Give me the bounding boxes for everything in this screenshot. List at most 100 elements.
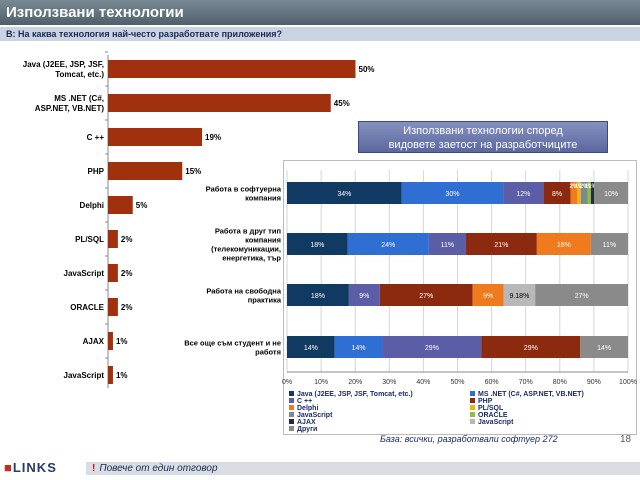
- left-chart-category-line: MS .NET (C#,: [54, 94, 104, 103]
- right-chart-segment-label: 11%: [441, 242, 455, 249]
- right-chart-legend-swatch: [470, 405, 475, 410]
- right-chart-segment: [472, 284, 504, 306]
- left-chart-category-label: AJAX: [83, 337, 105, 346]
- right-chart-legend-swatch: [289, 405, 294, 410]
- right-chart-category-line: компания: [245, 194, 281, 203]
- right-chart-segment: [580, 182, 588, 204]
- right-chart-tick-label: 100%: [619, 379, 637, 386]
- left-chart-category-line: ASP.NET, VB.NET): [35, 104, 105, 113]
- right-chart-segment: [536, 233, 591, 255]
- right-chart-legend-label: AJAX: [297, 419, 316, 426]
- right-chart-category-line: Работа в софтуерна: [206, 185, 282, 194]
- left-chart-bar: [108, 128, 203, 146]
- left-chart-category-line: Tomcat, etc.): [55, 70, 104, 79]
- inset-title-line1: Използвани технологии според: [403, 125, 563, 137]
- left-chart-category-label: C ++: [87, 133, 105, 142]
- left-chart-value-label: 15%: [185, 167, 201, 176]
- left-chart-category-label: JavaScript: [64, 269, 105, 278]
- right-chart-segment-label: 10%: [604, 191, 618, 198]
- left-chart-value-label: 2%: [121, 269, 133, 278]
- right-chart-segment-label: 14%: [597, 345, 611, 352]
- right-chart-legend-label: Други: [297, 426, 317, 433]
- left-chart-bar: [108, 298, 118, 316]
- company-logo: ■LINKS: [4, 460, 57, 475]
- right-chart-segment: [594, 182, 628, 204]
- right-chart-segment-label: 34%: [337, 191, 351, 198]
- right-chart-segment: [379, 284, 473, 306]
- footer-note: Повече от един отговор: [99, 463, 218, 474]
- left-chart-bar: [108, 60, 356, 78]
- right-chart-legend-label: ORACLE: [478, 412, 508, 419]
- right-chart-segment: [587, 182, 591, 204]
- right-chart-tick-label: 90%: [587, 379, 601, 386]
- right-chart-segment-label: 11%: [603, 242, 617, 249]
- right-chart-segment-label: 9.18%: [509, 293, 529, 300]
- left-chart-value-label: 1%: [116, 337, 128, 346]
- left-chart-bar: [108, 264, 118, 282]
- left-chart-value-label: 2%: [121, 303, 133, 312]
- right-chart-segment-label: 21%: [494, 242, 508, 249]
- right-chart-segment-label: 16%: [557, 242, 571, 249]
- right-chart-tick-label: 20%: [348, 379, 362, 386]
- right-chart-segment-label: 14%: [304, 345, 318, 352]
- right-chart-legend-swatch: [289, 426, 294, 431]
- right-chart-segment-label: 2%: [580, 184, 589, 190]
- left-chart-category-label: MS .NET (C#, ASP.NET, VB.NET): [35, 94, 105, 113]
- right-chart-segment: [590, 233, 628, 255]
- left-chart-category-label: Java (J2EE, JSP, JSF, Tomcat, etc.): [23, 60, 105, 79]
- right-chart-segment-label: 30%: [445, 191, 459, 198]
- right-chart-tick-label: 10%: [314, 379, 328, 386]
- left-chart-category-line: Java (J2EE, JSP, JSF,: [23, 60, 104, 69]
- right-chart-segment: [287, 336, 335, 358]
- right-chart-segment: [287, 233, 348, 255]
- right-chart-category-label: Все още съм студент и не работя: [184, 339, 281, 357]
- right-chart-segment-label: 1%: [588, 184, 597, 190]
- right-chart-category-line: работя: [255, 348, 281, 357]
- right-chart-legend-swatch: [289, 391, 294, 396]
- right-chart-category-label: Работа в софтуерна компания: [206, 185, 282, 203]
- right-chart-legend-label: PL/SQL: [478, 405, 504, 412]
- left-chart-bar: [108, 162, 183, 180]
- right-chart-segment: [543, 182, 571, 204]
- right-chart-segment-label: 14%: [352, 345, 366, 352]
- right-chart-legend-label: C ++: [297, 398, 312, 405]
- left-chart-category-line: AJAX: [83, 337, 105, 346]
- right-chart-category-line: Работа в друг тип: [215, 227, 281, 236]
- left-chart-category-label: JavaScript: [64, 371, 105, 380]
- right-chart-segment-label: 29%: [524, 345, 538, 352]
- right-chart-category-line: компания: [245, 236, 281, 245]
- right-chart-category-line: практика: [248, 296, 282, 305]
- right-chart-segment: [465, 233, 537, 255]
- right-chart-legend-label: JavaScript: [297, 412, 333, 419]
- right-chart-tick-label: 30%: [382, 379, 396, 386]
- right-chart-segment: [401, 182, 504, 204]
- right-chart-segment-label: 9%: [483, 293, 493, 300]
- right-chart-tick-label: 40%: [416, 379, 430, 386]
- right-chart-segment-label: 27%: [419, 293, 433, 300]
- right-chart-legend-swatch: [470, 412, 475, 417]
- left-chart-bar: [108, 94, 331, 112]
- page-number: 18: [620, 434, 632, 445]
- left-chart-category-line: JavaScript: [64, 371, 105, 380]
- right-chart-segment: [382, 336, 482, 358]
- right-chart-segment: [580, 336, 628, 358]
- right-chart-legend-swatch: [470, 391, 475, 396]
- inset-chart-title: Използвани технологии според видовете за…: [358, 121, 608, 153]
- right-chart-legend-swatch: [289, 419, 294, 424]
- left-chart-value-label: 45%: [334, 99, 350, 108]
- right-chart-segment-label: 9%: [359, 293, 369, 300]
- right-chart-tick-label: 80%: [553, 379, 567, 386]
- left-chart-bar: [108, 332, 113, 350]
- right-chart-category-line: Все още съм студент и не: [184, 339, 281, 348]
- right-chart-category-label: Работа на свободна практика: [206, 287, 281, 305]
- right-chart-segment: [535, 284, 628, 306]
- left-chart-category-label: PL/SQL: [75, 235, 104, 244]
- right-chart-segment: [503, 284, 536, 306]
- right-chart-segment: [334, 336, 383, 358]
- left-chart-category-line: C ++: [87, 133, 105, 142]
- left-chart-category-line: PHP: [88, 167, 105, 176]
- right-chart-segment-label: 29%: [425, 345, 439, 352]
- right-chart-segment: [503, 182, 544, 204]
- right-chart-segment-label: 1%: [585, 184, 594, 190]
